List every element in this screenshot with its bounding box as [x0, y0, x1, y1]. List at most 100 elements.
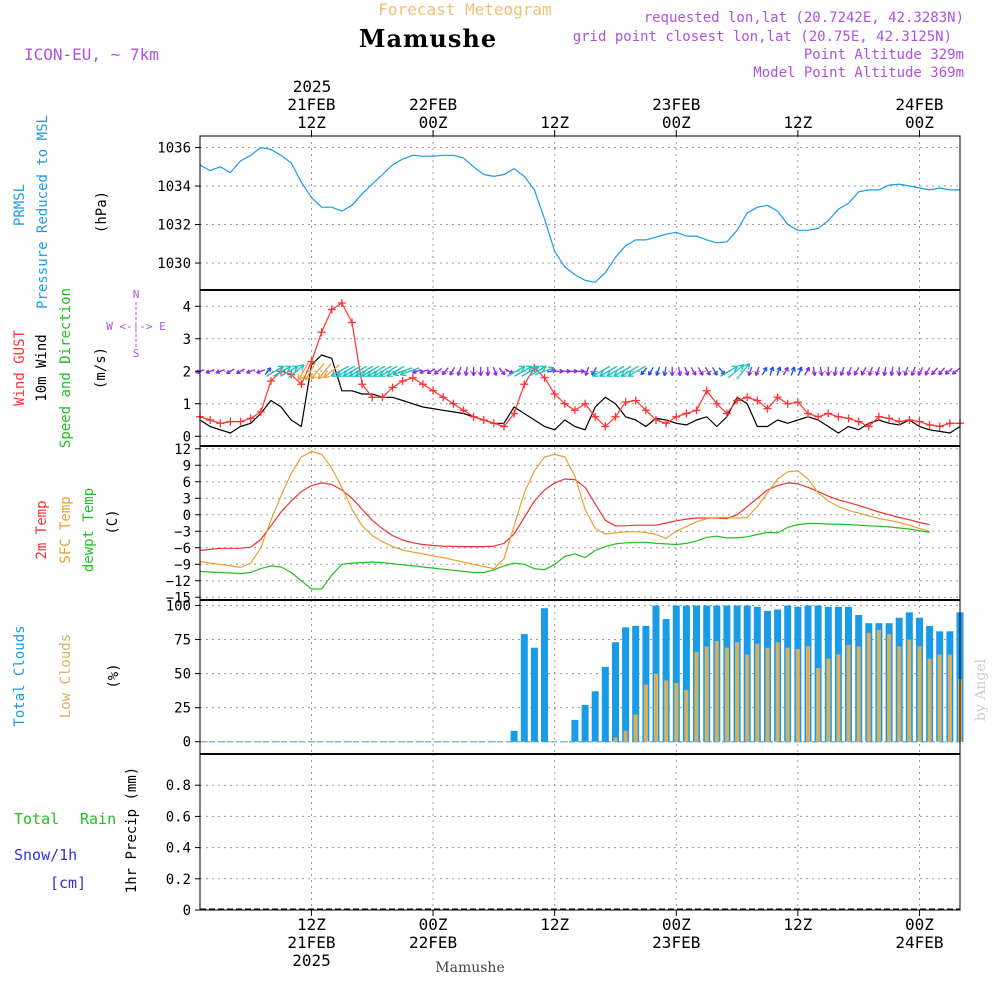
wind-unit-label: (m/s): [93, 347, 109, 389]
total-clouds-label: Total Clouds: [12, 625, 28, 726]
bottom-hour-label: 00Z: [905, 915, 934, 934]
grid-point-lonlat: grid point closest lon,lat (20.75E, 42.3…: [573, 29, 952, 45]
total-clouds-bar: [571, 720, 578, 742]
temperature-ytick-label: −3: [174, 524, 191, 540]
low-clouds-bar: [887, 634, 891, 742]
pressure-ytick-label: 1032: [157, 218, 191, 234]
precip-ytick-label: 0.6: [166, 809, 191, 825]
low-clouds-bar: [857, 646, 861, 741]
wind-arrow-head: [216, 373, 220, 374]
credit-watermark: by Angel: [973, 658, 989, 721]
wind-10m-line: [200, 355, 960, 433]
wind-arrow-head: [548, 367, 554, 368]
wind-direction-arrow: [918, 367, 923, 375]
wind-direction-arrow: [499, 368, 505, 375]
wind-ytick-label: 4: [183, 299, 191, 315]
wind-arrow-head: [257, 373, 261, 374]
low-clouds-bar: [826, 659, 830, 742]
wind-arrow-head: [206, 373, 210, 374]
wind-direction-arrow: [705, 367, 710, 375]
bottom-year-label: 2025: [292, 951, 331, 970]
low-clouds-bar: [654, 674, 658, 742]
frame-layer: [200, 136, 960, 910]
pressure-ytick-label: 1030: [157, 256, 191, 272]
wind-arrow-head: [680, 372, 681, 376]
wind-arrow-head: [945, 373, 949, 374]
wind-arrow-head: [815, 372, 816, 376]
clouds-ytick-label: 0: [183, 735, 191, 751]
low-clouds-label: Low Clouds: [58, 634, 74, 718]
low-clouds-bar: [725, 648, 729, 742]
wind-direction-arrow: [904, 367, 908, 375]
snow-label: Snow/1h: [14, 846, 77, 864]
wind-arrow-head: [688, 372, 689, 376]
precip-panel-frame: [200, 754, 960, 910]
top-date-label: 21FEB: [287, 95, 335, 114]
low-clouds-bar: [918, 646, 922, 741]
low-clouds-bar: [786, 648, 790, 742]
clouds-ytick-label: 75: [174, 633, 191, 649]
wind-direction-arrow: [472, 367, 476, 376]
bottom-date-label: 22FEB: [409, 933, 457, 952]
low-clouds-bar: [948, 655, 952, 742]
low-clouds-bar: [684, 690, 688, 742]
snow-unit-label: [cm]: [50, 874, 86, 892]
low-clouds-bar: [705, 646, 709, 741]
low-clouds-bar: [755, 644, 759, 742]
header-title: Mamushe: [359, 24, 497, 53]
wind-arrow-head: [435, 373, 439, 374]
wind-direction-arrow: [805, 367, 810, 375]
low-clouds-bar: [938, 655, 942, 742]
wind-direction-arrow: [257, 370, 265, 374]
low-clouds-bar: [867, 633, 871, 742]
total-clouds-bar: [602, 667, 609, 742]
data-layer: [196, 148, 964, 910]
low-clouds-bar: [796, 649, 800, 742]
temperature-ytick-label: 12: [174, 442, 191, 458]
clouds-ytick-label: 100: [166, 598, 191, 614]
clouds-ytick-label: 50: [174, 667, 191, 683]
low-clouds-bar: [928, 659, 932, 742]
precip-ytick-label: 0.8: [166, 778, 191, 794]
pressure-panel-frame: [200, 136, 960, 290]
bottom-date-label: 23FEB: [652, 933, 700, 952]
low-clouds-bar: [634, 715, 638, 742]
wind-panel-frame: [200, 290, 960, 446]
wind-direction-arrow: [216, 370, 224, 374]
pressure-label-msl: Pressure Reduced to MSL: [35, 115, 51, 309]
top-hour-label: 12Z: [540, 113, 569, 132]
wind-direction-arrow: [427, 369, 435, 374]
low-clouds-bar: [644, 685, 648, 742]
wind-direction-arrow: [493, 367, 497, 375]
wind-direction-arrow: [847, 367, 851, 375]
wind-arrow-head: [420, 373, 424, 374]
low-clouds-bar: [624, 731, 628, 742]
total-clouds-bar: [592, 691, 599, 741]
compass-we: W <-|-> E: [106, 320, 166, 333]
precip-ytick-label: 0: [183, 903, 191, 919]
model-label: ICON-EU, ~ 7km: [24, 45, 159, 64]
bottom-hour-label: 12Z: [540, 915, 569, 934]
pressure-ytick-label: 1036: [157, 141, 191, 157]
wind-direction-arrow: [783, 367, 788, 375]
precip-ytick-label: 0.4: [166, 841, 191, 857]
wind-arrow-head: [496, 372, 497, 376]
low-clouds-bar: [816, 668, 820, 742]
wind-direction-arrow: [576, 369, 585, 373]
clouds-unit-label: (%): [106, 663, 122, 688]
total-clouds-bar: [541, 608, 548, 742]
wind-direction-arrow: [713, 367, 718, 375]
wind-arrow-head: [393, 375, 399, 376]
wind-gust-label: Wind GUST: [12, 330, 28, 406]
temperature-ytick-label: −12: [166, 574, 191, 590]
wind-arrow-head: [413, 373, 417, 374]
wind-direction-arrow: [883, 367, 887, 376]
bottom-hour-label: 12Z: [297, 915, 326, 934]
requested-lonlat: requested lon,lat (20.7242E, 42.3283N): [644, 10, 964, 26]
bottom-date-label: 21FEB: [287, 933, 335, 952]
wind-direction-arrow: [819, 367, 823, 376]
temp-sfc-label: SFC Temp: [58, 496, 74, 563]
temp-2m-label: 2m Temp: [34, 500, 50, 559]
